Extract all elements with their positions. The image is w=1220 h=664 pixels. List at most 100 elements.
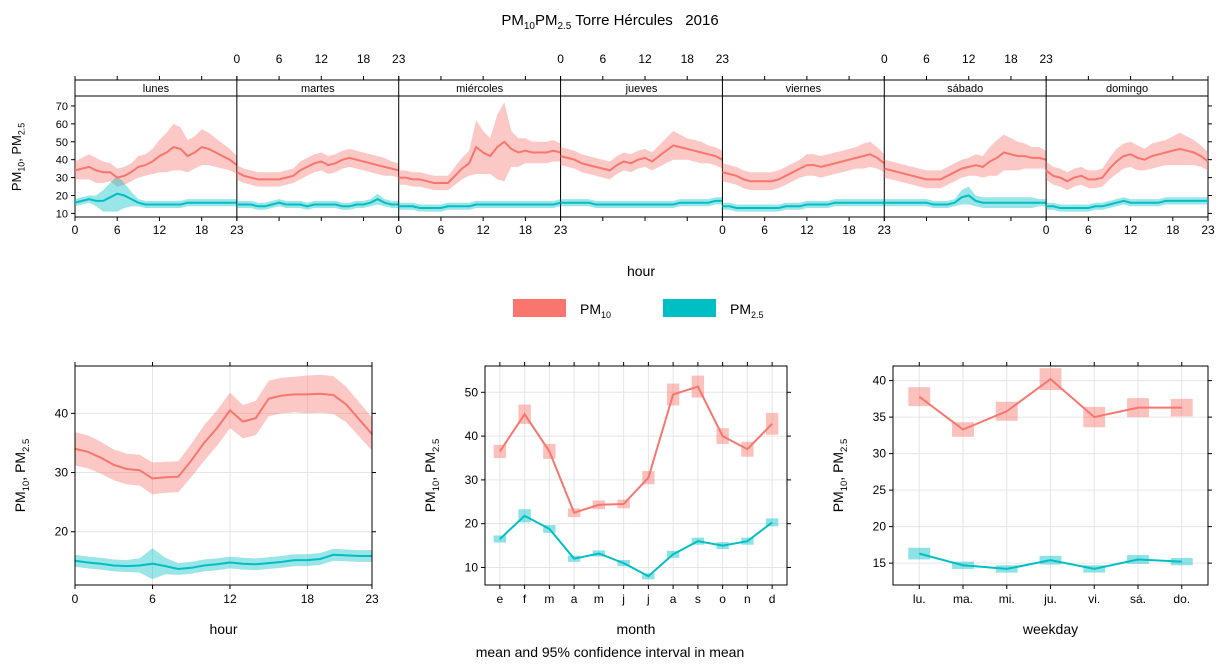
x-tick-label: 12 [962, 52, 976, 66]
x-tick-label: 18 [357, 52, 371, 66]
y-tick-label: 40 [55, 406, 69, 420]
x-axis-label: hour [627, 263, 655, 279]
y-tick-label: 20 [873, 520, 887, 534]
y-tick-label: 50 [56, 137, 68, 149]
y-tick-label: 10 [56, 208, 68, 220]
y-tick-label: 20 [55, 525, 69, 539]
pm10-ci-band [75, 124, 237, 187]
y-tick-label: 30 [465, 473, 479, 487]
y-tick-label: 40 [56, 155, 68, 167]
x-tick-label: 12 [800, 223, 814, 237]
y-tick-label: 20 [465, 517, 479, 531]
x-tick-label: 12 [315, 52, 329, 66]
x-tick-label: o [719, 592, 726, 606]
y-tick-label: 40 [465, 429, 479, 443]
y-tick-label: 50 [465, 385, 479, 399]
pm25-ci-box [494, 536, 506, 543]
y-axis-label: PM10, PM2.5 [830, 439, 850, 513]
weekday-panel: 15 20 25 30 35 40 lu. ma. mi. ju. vi. sá. do. weekday… [830, 362, 1212, 637]
strip-label: viernes [786, 83, 822, 95]
x-tick-label: j [646, 592, 650, 606]
y-tick-label: 20 [56, 191, 68, 203]
y-tick-label: 25 [873, 483, 887, 497]
x-tick-label: 23 [1039, 52, 1053, 66]
x-tick-label: 23 [1201, 223, 1215, 237]
x-tick-label: 0 [395, 223, 402, 237]
pm25-ci-box [908, 548, 930, 560]
pm10-ci-band [1046, 133, 1208, 190]
y-tick-label: 30 [873, 447, 887, 461]
legend-swatch [663, 299, 716, 317]
pm10-ci-band [399, 102, 561, 190]
day-panel: jueves 0 6 12 18 23 [557, 52, 729, 221]
y-tick-label: 70 [56, 101, 68, 113]
x-axis-label: month [617, 621, 656, 637]
pm10-ci-band [75, 375, 372, 495]
x-tick-label: d [769, 592, 776, 606]
y-tick-label: 60 [56, 119, 68, 131]
y-tick-label: 15 [873, 556, 887, 570]
day-panel: sábado0 6 12 18 23 [881, 52, 1053, 221]
x-axis-label: hour [209, 621, 237, 637]
x-tick-label: 12 [153, 223, 167, 237]
pm10-ci-band [561, 131, 723, 179]
x-tick-label: s [695, 592, 701, 606]
x-tick-label: m [594, 592, 604, 606]
x-tick-label: a [670, 592, 677, 606]
x-tick-label: 6 [149, 592, 156, 606]
top-x-axis-label: hour [627, 263, 655, 279]
x-tick-label: n [744, 592, 751, 606]
x-tick-label: 0 [557, 52, 564, 66]
strip-label: miércoles [456, 83, 504, 95]
x-tick-label: 6 [599, 52, 606, 66]
legend: PM10 PM2.5 [513, 299, 764, 320]
x-tick-label: 18 [195, 223, 209, 237]
x-tick-label: 23 [365, 592, 379, 606]
x-tick-label: 0 [72, 223, 79, 237]
hour-weekday-panel: lunes0 6 12 18 23martes0 6 12 18 23miércoles0 6 12… [9, 52, 1215, 237]
pm10-ci-band [237, 149, 399, 187]
x-tick-label: 23 [230, 223, 244, 237]
y-axis-label: PM10, PM2.5 [9, 123, 27, 191]
pm10-line [500, 387, 772, 513]
x-tick-label: 6 [276, 52, 283, 66]
x-tick-label: 0 [1043, 223, 1050, 237]
x-tick-label: 6 [923, 52, 930, 66]
pm25-ci-band [1046, 197, 1208, 211]
x-tick-label: mi. [999, 592, 1015, 606]
panel-frame [485, 366, 787, 585]
y-tick-label: 30 [56, 173, 68, 185]
x-tick-label: e [497, 592, 504, 606]
x-tick-label: 18 [842, 223, 856, 237]
y-axis-label: PM10, PM2.5 [12, 439, 32, 513]
x-tick-label: do. [1173, 592, 1190, 606]
x-tick-label: 0 [719, 223, 726, 237]
x-tick-label: 12 [223, 592, 237, 606]
day-panel: domingo 0 6 12 18 23 [1043, 76, 1215, 237]
x-tick-label: 6 [438, 223, 445, 237]
x-tick-label: 18 [519, 223, 533, 237]
x-tick-label: 12 [1124, 223, 1138, 237]
pm10-ci-box [494, 445, 506, 458]
x-tick-label: a [571, 592, 578, 606]
x-tick-label: 18 [1166, 223, 1180, 237]
x-tick-label: ju. [1043, 592, 1057, 606]
x-tick-label: 0 [72, 592, 79, 606]
x-tick-label: j [621, 592, 625, 606]
legend-swatch [513, 299, 566, 317]
x-tick-label: sá. [1130, 592, 1146, 606]
x-tick-label: 18 [1004, 52, 1018, 66]
month-panel: 10 20 30 40 50 e f m a m j j a s o n d month PM10, PM2.5 [422, 362, 791, 637]
y-tick-label: 40 [873, 374, 887, 388]
x-tick-label: 23 [878, 223, 892, 237]
day-panel: lunes 0 6 12 18 23 [72, 76, 244, 237]
pm10-ci-band [884, 135, 1046, 189]
x-tick-label: 12 [638, 52, 652, 66]
x-tick-label: 0 [881, 52, 888, 66]
x-tick-label: vi. [1088, 592, 1100, 606]
x-tick-label: 23 [716, 52, 730, 66]
x-tick-label: ma. [953, 592, 973, 606]
day-panel: martes0 6 12 18 23 [234, 52, 406, 221]
x-tick-label: 18 [301, 592, 315, 606]
